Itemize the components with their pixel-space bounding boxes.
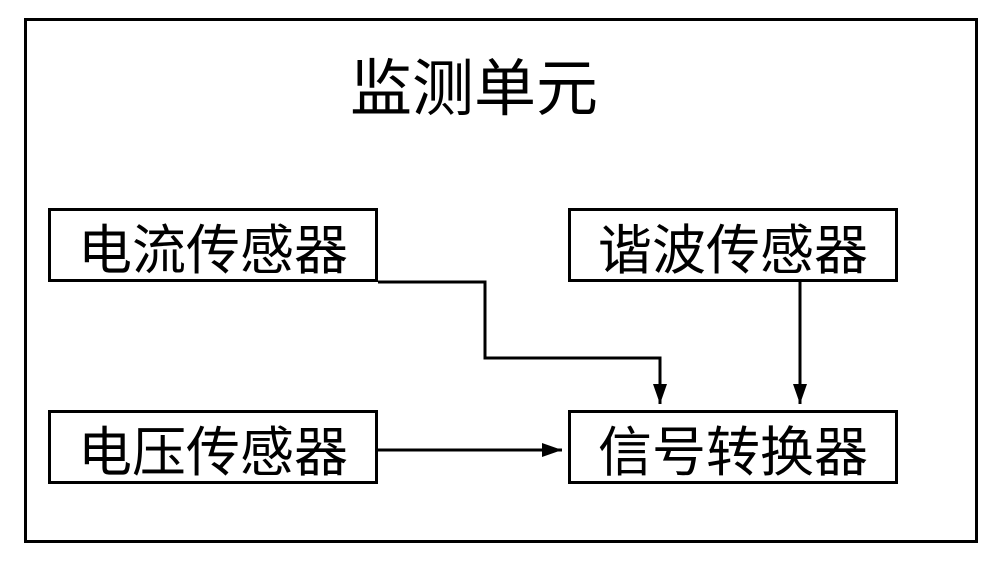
diagram-title: 监测单元 (350, 38, 598, 128)
node-signal_converter: 信号转换器 (568, 410, 898, 484)
node-voltage_sensor: 电压传感器 (48, 410, 378, 484)
node-harmonic_sensor: 谐波传感器 (568, 208, 898, 282)
node-label: 信号转换器 (598, 408, 868, 487)
node-current_sensor: 电流传感器 (48, 208, 378, 282)
node-label: 电流传感器 (78, 206, 348, 285)
node-label: 谐波传感器 (598, 206, 868, 285)
node-label: 电压传感器 (78, 408, 348, 487)
